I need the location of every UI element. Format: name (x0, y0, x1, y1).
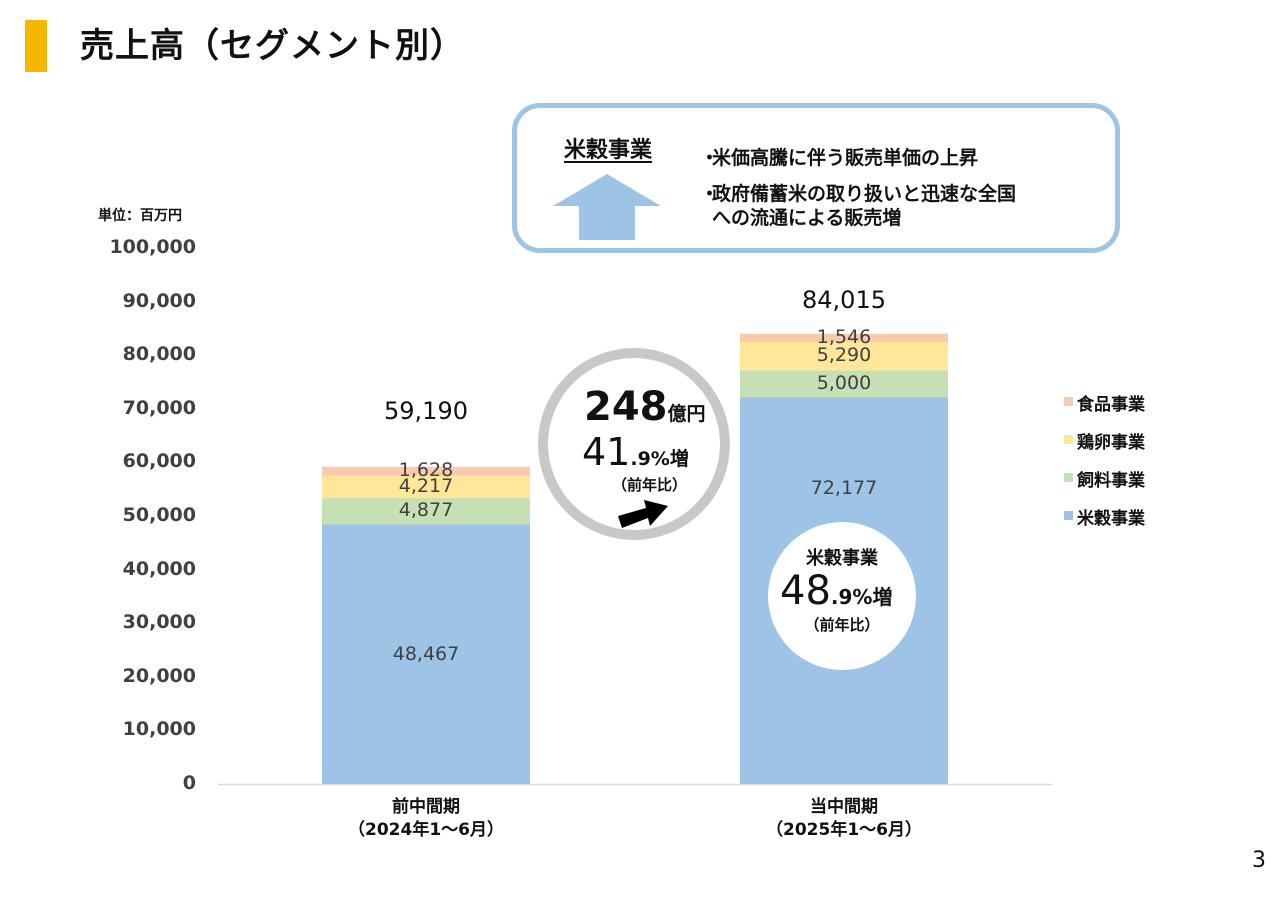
page-number: 3 (1252, 848, 1266, 873)
total-value-label: 59,190 (384, 396, 468, 425)
title-accent-bar (25, 20, 47, 72)
up-arrow-icon (553, 174, 661, 240)
rice-badge-heading: 米穀事業 (806, 548, 878, 569)
segment-value-label: 4,217 (398, 474, 454, 497)
growth-badge: 248億円 41.9%増 （前年比） (538, 348, 730, 540)
legend-label: 食品事業 (1077, 395, 1145, 415)
rice-callout-box: 米穀事業 ・米価高騰に伴う販売単価の上昇 ・政府備蓄米の取り扱いと迅速な全国 へ… (512, 103, 1120, 253)
y-tick-label: 50,000 (122, 504, 196, 526)
growth-amount: 248億円 (584, 384, 706, 430)
bullet-text: 政府備蓄米の取り扱いと迅速な全国 (712, 183, 1017, 205)
growth-rate-dec: .9%増 (630, 448, 689, 470)
category-label-line2: （2025年1～6月） (766, 820, 922, 840)
growth-amount-value: 248 (584, 384, 668, 430)
growth-note: （前年比） (612, 476, 688, 494)
rice-growth-badge: 米穀事業 48.9%増 （前年比） (768, 522, 916, 670)
legend-swatch (1064, 511, 1073, 520)
growth-amount-unit: 億円 (667, 403, 706, 425)
legend-item: 米穀事業 (1064, 504, 1184, 529)
y-tick-label: 80,000 (122, 343, 196, 366)
y-tick-label: 10,000 (122, 718, 196, 741)
legend-item: 飼料事業 (1064, 466, 1184, 491)
growth-rate: 41.9%増 (582, 430, 689, 474)
legend-swatch (1064, 397, 1073, 406)
category-label: 当中間期 （2025年1～6月） (724, 796, 964, 842)
y-tick-label: 70,000 (122, 396, 196, 419)
page-title: 売上高（セグメント別） (80, 26, 465, 66)
callout-bullet-2: ・政府備蓄米の取り扱いと迅速な全国 への流通による販売増 (700, 182, 1016, 230)
callout-heading: 米穀事業 (564, 138, 653, 163)
y-tick-label: 100,000 (109, 236, 196, 258)
y-tick-label: 90,000 (122, 289, 196, 312)
rice-rate-dec: .9%増 (830, 585, 893, 609)
y-tick-label: 40,000 (122, 557, 196, 580)
right-arrow-icon (618, 500, 668, 528)
rice-badge-rate: 48.9%増 (780, 568, 892, 614)
y-tick-label: 0 (182, 772, 196, 794)
y-tick-label: 60,000 (122, 450, 196, 473)
legend-item: 食品事業 (1064, 390, 1184, 415)
bar-segment (740, 333, 948, 342)
legend-label: 飼料事業 (1077, 471, 1145, 491)
segment-value-label: 1,546 (816, 325, 872, 348)
legend-label: 米穀事業 (1077, 509, 1145, 529)
bar-segment (322, 498, 530, 525)
category-label-line1: 前中間期 (392, 797, 460, 817)
segment-value-label: 4,877 (398, 499, 454, 522)
legend-item: 鶏卵事業 (1064, 428, 1184, 453)
bar-segment (740, 370, 948, 398)
total-value-label: 84,015 (802, 285, 886, 314)
segment-value-label: 5,290 (816, 344, 872, 367)
segment-value-label: 1,628 (398, 459, 454, 482)
category-label: 前中間期 （2024年1～6月） (306, 796, 546, 842)
bar-segment (322, 466, 530, 476)
growth-rate-int: 41 (582, 430, 631, 474)
bullet-text-continued: への流通による販売増 (712, 207, 902, 229)
bar-segment (322, 475, 530, 499)
unit-label: 単位：百万円 (98, 208, 182, 224)
bar-segment (322, 524, 530, 784)
bullet-text: 米価高騰に伴う販売単価の上昇 (712, 147, 979, 169)
callout-bullet-1: ・米価高騰に伴う販売単価の上昇 (700, 146, 978, 170)
legend-swatch (1064, 473, 1073, 482)
segment-value-label: 48,467 (392, 643, 460, 666)
legend-label: 鶏卵事業 (1077, 433, 1145, 453)
y-tick-label: 20,000 (122, 664, 196, 687)
segment-value-label: 5,000 (816, 371, 872, 394)
legend-swatch (1064, 435, 1073, 444)
bar-segment (740, 341, 948, 371)
rice-badge-note: （前年比） (804, 616, 880, 634)
rice-rate-int: 48 (780, 568, 831, 614)
category-label-line1: 当中間期 (810, 797, 878, 817)
y-tick-label: 30,000 (122, 611, 196, 634)
category-label-line2: （2024年1～6月） (348, 820, 504, 840)
segment-value-label: 72,177 (810, 477, 878, 500)
